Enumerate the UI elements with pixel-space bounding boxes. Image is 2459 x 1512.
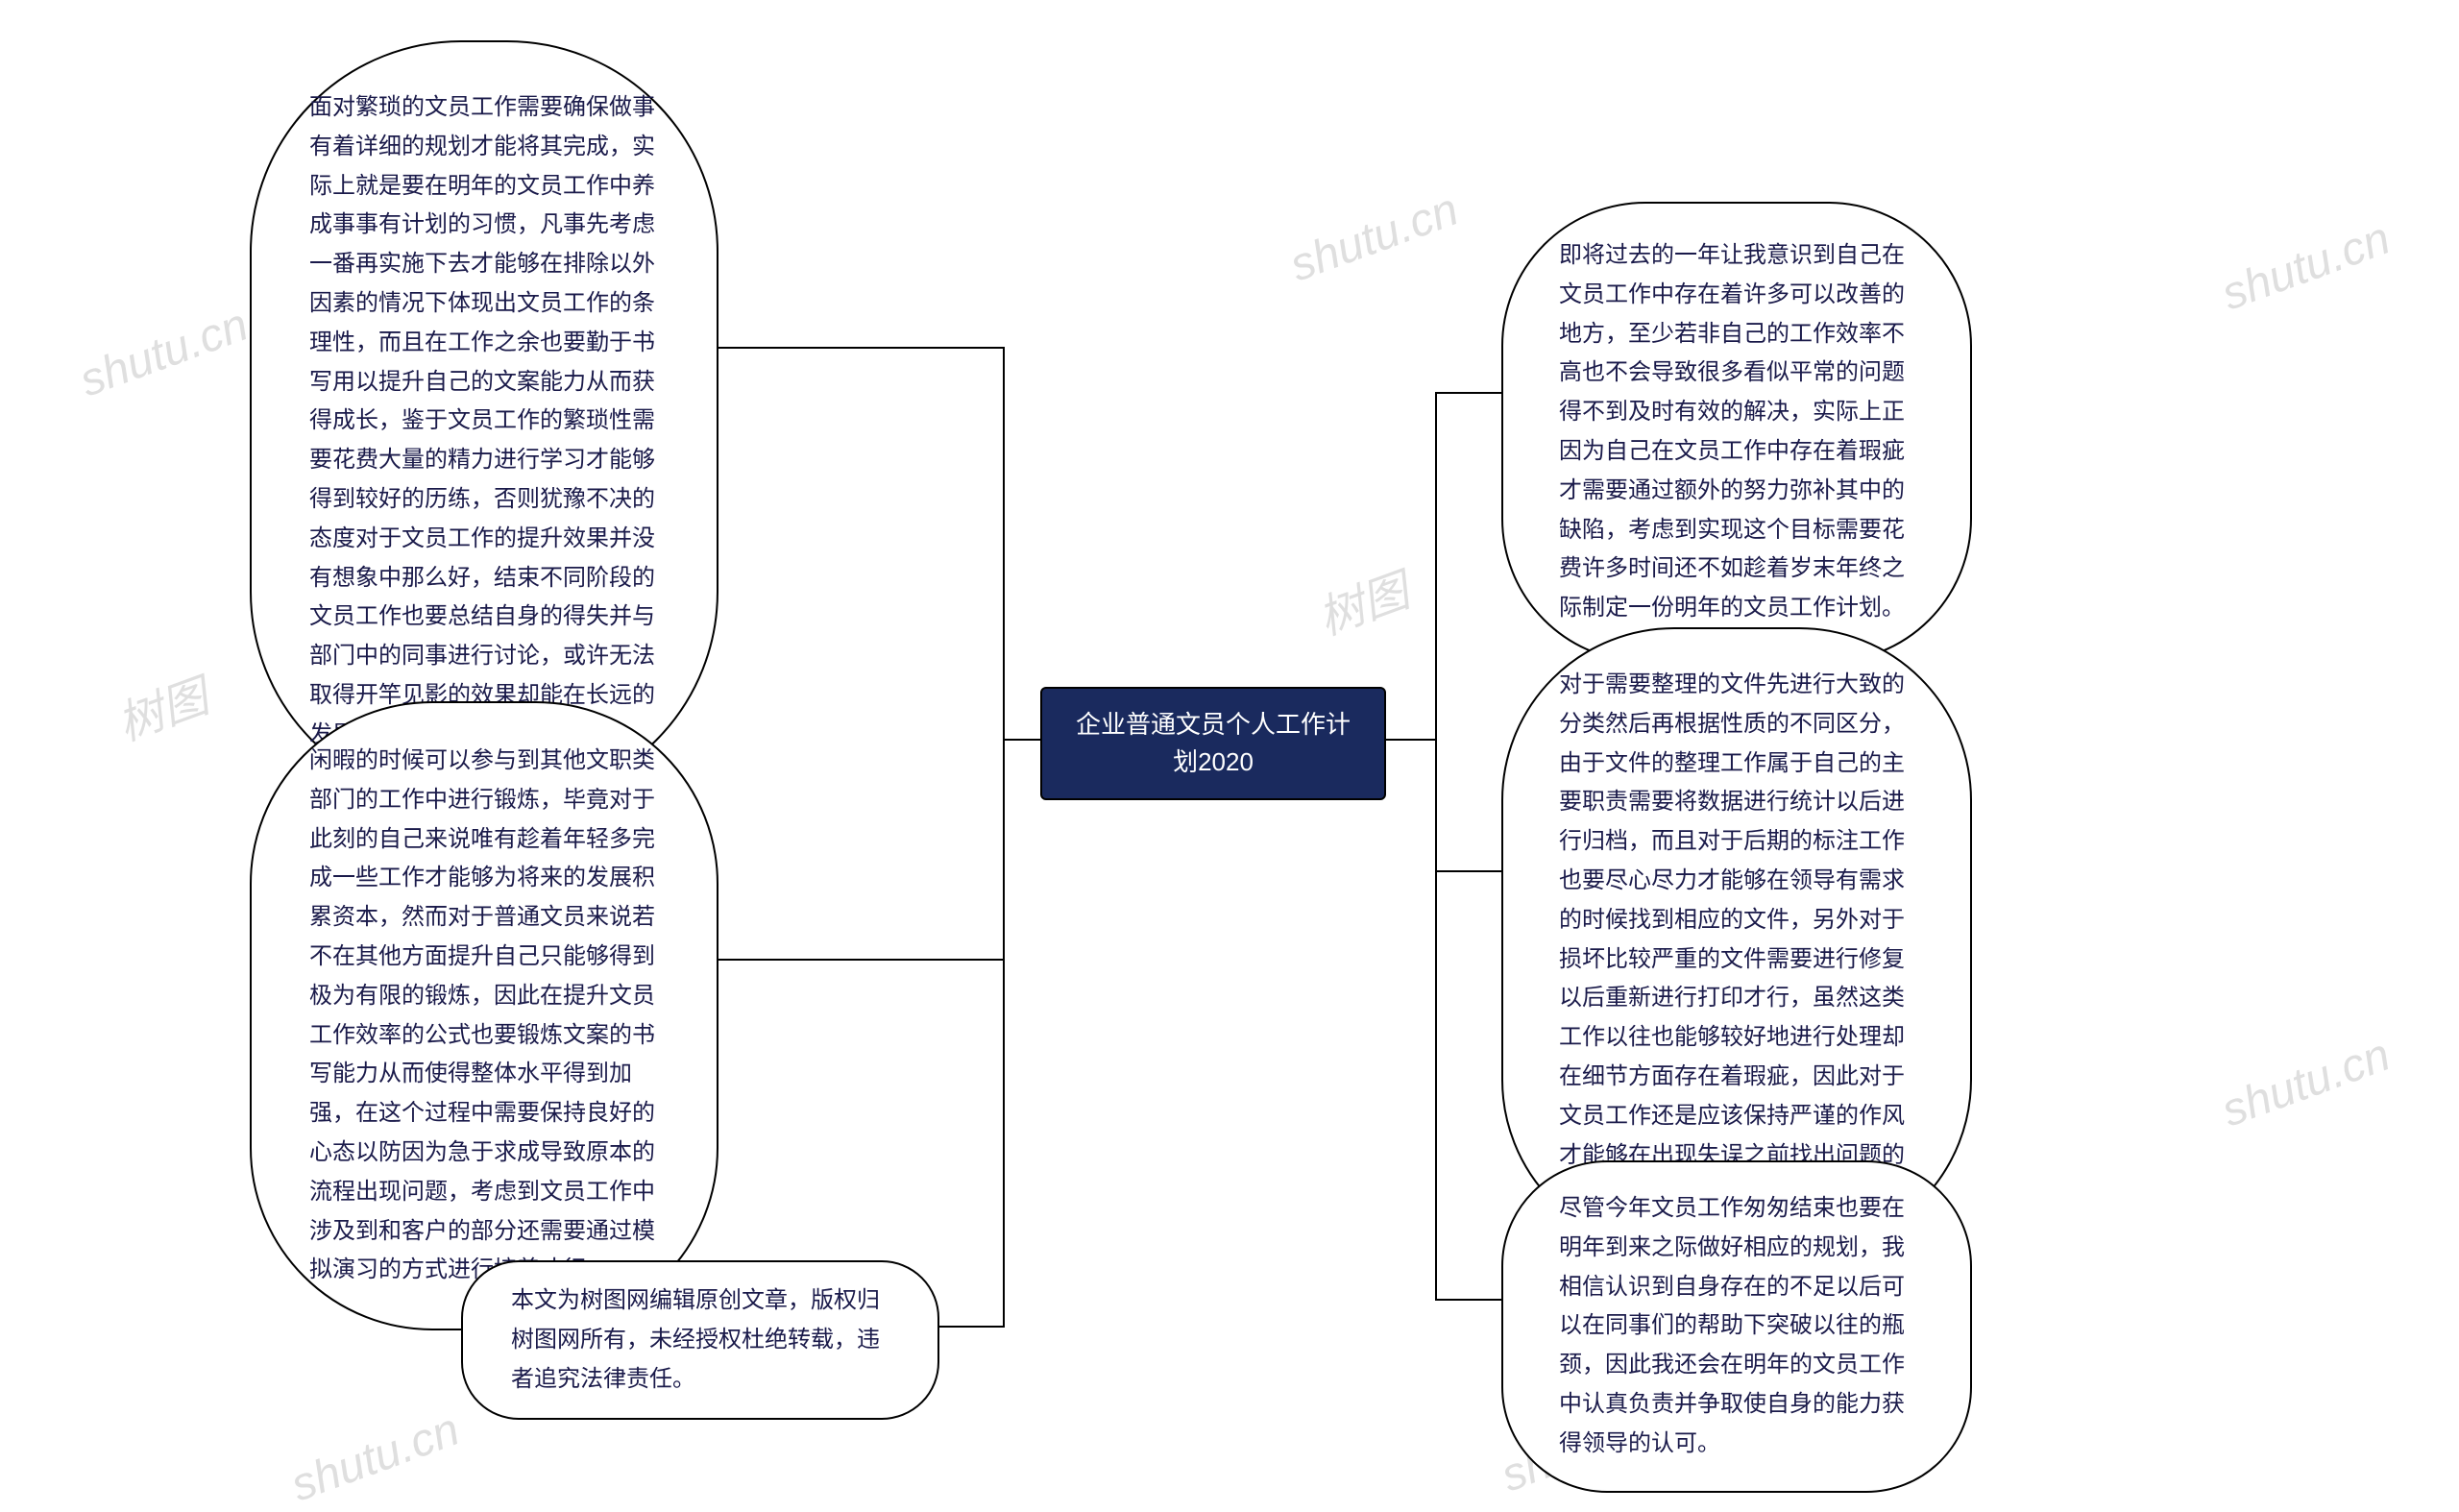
leaf-text: 尽管今年文员工作匆匆结束也要在明年到来之际做好相应的规划，我相信认识到自身存在的… <box>1559 1195 1905 1456</box>
leaf-node-left1[interactable]: 面对繁琐的文员工作需要确保做事有着详细的规划才能将其完成，实际上就是要在明年的文… <box>250 40 718 803</box>
watermark: 树图 <box>1307 553 1417 648</box>
watermark: shutu.cn <box>2215 212 2397 322</box>
watermark: shutu.cn <box>1283 183 1465 293</box>
leaf-node-right3[interactable]: 尽管今年文员工作匆匆结束也要在明年到来之际做好相应的规划，我相信认识到自身存在的… <box>1501 1160 1972 1493</box>
watermark: 树图 <box>107 659 216 754</box>
watermark: shutu.cn <box>73 299 255 408</box>
leaf-node-right2[interactable]: 对于需要整理的文件先进行大致的分类然后再根据性质的不同区分，由于文件的整理工作属… <box>1501 627 1972 1253</box>
leaf-text: 闲暇的时候可以参与到其他文职类部门的工作中进行锻炼，毕竟对于此刻的自己来说唯有趁… <box>309 747 655 1282</box>
leaf-text: 对于需要整理的文件先进行大致的分类然后再根据性质的不同区分，由于文件的整理工作属… <box>1559 671 1905 1207</box>
leaf-node-left3[interactable]: 本文为树图网编辑原创文章，版权归树图网所有，未经授权杜绝转载，违者追究法律责任。 <box>461 1260 939 1420</box>
watermark: shutu.cn <box>284 1403 466 1512</box>
leaf-text: 本文为树图网编辑原创文章，版权归树图网所有，未经授权杜绝转载，违者追究法律责任。 <box>511 1287 880 1392</box>
leaf-node-right1[interactable]: 即将过去的一年让我意识到自己在文员工作中存在着许多可以改善的地方，至少若非自己的… <box>1501 202 1972 663</box>
center-node-text: 企业普通文员个人工作计 划2020 <box>1076 710 1351 776</box>
leaf-text: 即将过去的一年让我意识到自己在文员工作中存在着许多可以改善的地方，至少若非自己的… <box>1559 242 1905 621</box>
center-node[interactable]: 企业普通文员个人工作计 划2020 <box>1040 687 1386 800</box>
leaf-text: 面对繁琐的文员工作需要确保做事有着详细的规划才能将其完成，实际上就是要在明年的文… <box>309 94 655 747</box>
leaf-node-left2[interactable]: 闲暇的时候可以参与到其他文职类部门的工作中进行锻炼，毕竟对于此刻的自己来说唯有趁… <box>250 701 718 1330</box>
watermark: shutu.cn <box>2215 1029 2397 1138</box>
